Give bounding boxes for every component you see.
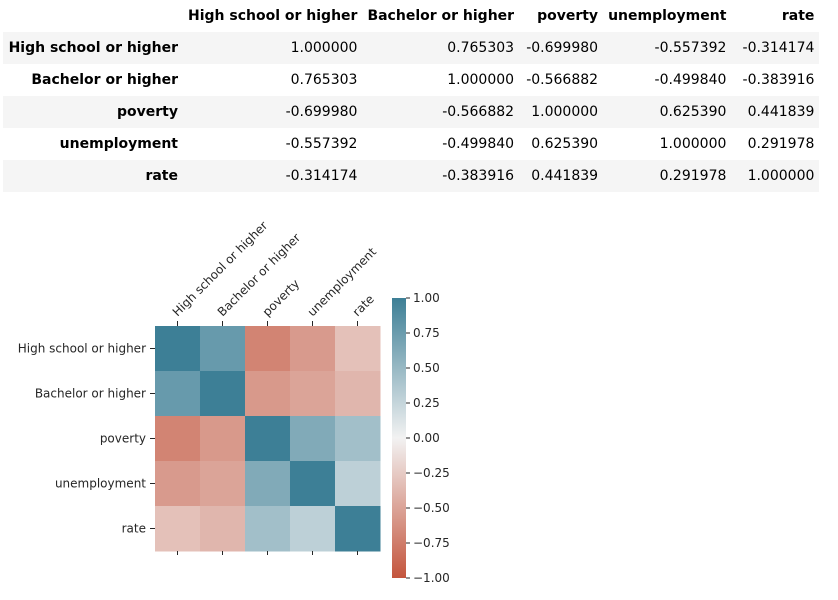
heatmap-cell xyxy=(200,506,246,552)
y-tick-labels: High school or higher Bachelor or higher p… xyxy=(18,342,155,536)
table-row: rate -0.314174 -0.383916 0.441839 0.2919… xyxy=(3,160,820,192)
heatmap-cell xyxy=(290,371,336,417)
x-tick-label: rate xyxy=(350,292,377,319)
table-header-row: High school or higher Bachelor or higher… xyxy=(3,0,819,32)
heatmap-cell xyxy=(200,326,246,372)
heatmap-cell xyxy=(200,416,246,462)
table-cell: 0.625390 xyxy=(659,104,727,120)
y-tick-label: Bachelor or higher xyxy=(35,387,146,401)
table-cell: 0.765303 xyxy=(290,72,358,88)
correlation-table: High school or higher Bachelor or higher… xyxy=(3,0,820,192)
heatmap-cell xyxy=(155,326,201,372)
table-cell: 1.000000 xyxy=(290,40,358,56)
table-cell: -0.566882 xyxy=(526,72,599,88)
heatmap-cell xyxy=(290,506,336,552)
table-cell: 0.625390 xyxy=(531,136,599,152)
row-header: poverty xyxy=(117,104,178,120)
colorbar-tick-label: −1.00 xyxy=(413,571,450,585)
heatmap-cell xyxy=(155,461,201,507)
heatmap-cell xyxy=(290,326,336,372)
table-cell: 0.441839 xyxy=(747,104,815,120)
colorbar-tick-label: 1.00 xyxy=(413,291,440,305)
heatmap-cell xyxy=(335,326,381,372)
colorbar-tick-label: 0.75 xyxy=(413,326,440,340)
table-row: unemployment -0.557392 -0.499840 0.62539… xyxy=(3,128,819,160)
table-cell: 1.000000 xyxy=(659,136,727,152)
table-cell: 0.291978 xyxy=(747,136,815,152)
table-cell: -0.383916 xyxy=(742,72,815,88)
table-cell: 1.000000 xyxy=(447,72,515,88)
heatmap-cell xyxy=(155,416,201,462)
table-cell: -0.499840 xyxy=(654,72,727,88)
table-cell: -0.699980 xyxy=(285,104,358,120)
table-cell: 1.000000 xyxy=(531,104,599,120)
column-header: Bachelor or higher xyxy=(367,8,515,24)
column-header: unemployment xyxy=(608,8,727,24)
table-cell: -0.314174 xyxy=(285,168,358,184)
table-cell: -0.557392 xyxy=(654,40,727,56)
heatmap-cell xyxy=(245,371,291,417)
column-header: poverty xyxy=(537,8,599,24)
table-cell: -0.383916 xyxy=(442,168,515,184)
heatmap-cell xyxy=(335,461,381,507)
y-tick-label: poverty xyxy=(100,432,146,446)
table-corner xyxy=(3,0,183,32)
table-cell: -0.314174 xyxy=(742,40,815,56)
heatmap-cell xyxy=(290,416,336,462)
heatmap-cell xyxy=(245,461,291,507)
heatmap-cell xyxy=(155,506,201,552)
heatmap-cell xyxy=(200,371,246,417)
colorbar-tick-label: −0.25 xyxy=(413,466,450,480)
table-cell: 0.291978 xyxy=(659,168,727,184)
colorbar-tick-label: 0.00 xyxy=(413,431,440,445)
table-cell: -0.557392 xyxy=(285,136,358,152)
table-cell: 1.000000 xyxy=(747,168,815,184)
table-cell: 0.441839 xyxy=(531,168,599,184)
row-header: unemployment xyxy=(59,136,178,152)
x-tick-label: Bachelor or higher xyxy=(215,231,304,320)
table-cell: -0.699980 xyxy=(526,40,599,56)
heatmap-cells xyxy=(155,326,381,552)
heatmap-cell xyxy=(335,506,381,552)
heatmap-cell xyxy=(245,416,291,462)
colorbar-tick-label: −0.75 xyxy=(413,536,450,550)
heatmap-cell xyxy=(335,371,381,417)
table-row: High school or higher 1.000000 0.765303 … xyxy=(3,32,820,64)
heatmap-cell xyxy=(245,326,291,372)
colorbar-tick-label: −0.50 xyxy=(413,501,450,515)
row-header: High school or higher xyxy=(8,40,178,56)
row-header: rate xyxy=(145,168,178,184)
table-cell: 0.765303 xyxy=(447,40,515,56)
colorbar-ticks: 1.00 0.75 0.50 0.25 0.00 −0.25 −0.50 −0.75 −1.00 xyxy=(406,291,450,585)
table-row: Bachelor or higher 0.765303 1.000000 -0.… xyxy=(3,64,819,96)
column-header: High school or higher xyxy=(188,8,358,24)
heatmap-cell xyxy=(290,461,336,507)
x-tick-label: poverty xyxy=(260,277,303,320)
heatmap-cell xyxy=(245,506,291,552)
table-cell: -0.499840 xyxy=(442,136,515,152)
heatmap-cell xyxy=(335,416,381,462)
colorbar-tick-label: 0.25 xyxy=(413,396,440,410)
colorbar xyxy=(392,298,406,578)
colorbar-tick-label: 0.50 xyxy=(413,361,440,375)
y-tick-label: rate xyxy=(122,522,146,536)
y-tick-label: High school or higher xyxy=(18,342,146,356)
y-tick-label: unemployment xyxy=(55,477,146,491)
heatmap-cell xyxy=(200,461,246,507)
column-header: rate xyxy=(781,8,815,24)
table-row: poverty -0.699980 -0.566882 1.000000 0.6… xyxy=(3,96,820,128)
row-header: Bachelor or higher xyxy=(31,72,178,88)
table-cell: -0.566882 xyxy=(442,104,515,120)
heatmap-cell xyxy=(155,371,201,417)
